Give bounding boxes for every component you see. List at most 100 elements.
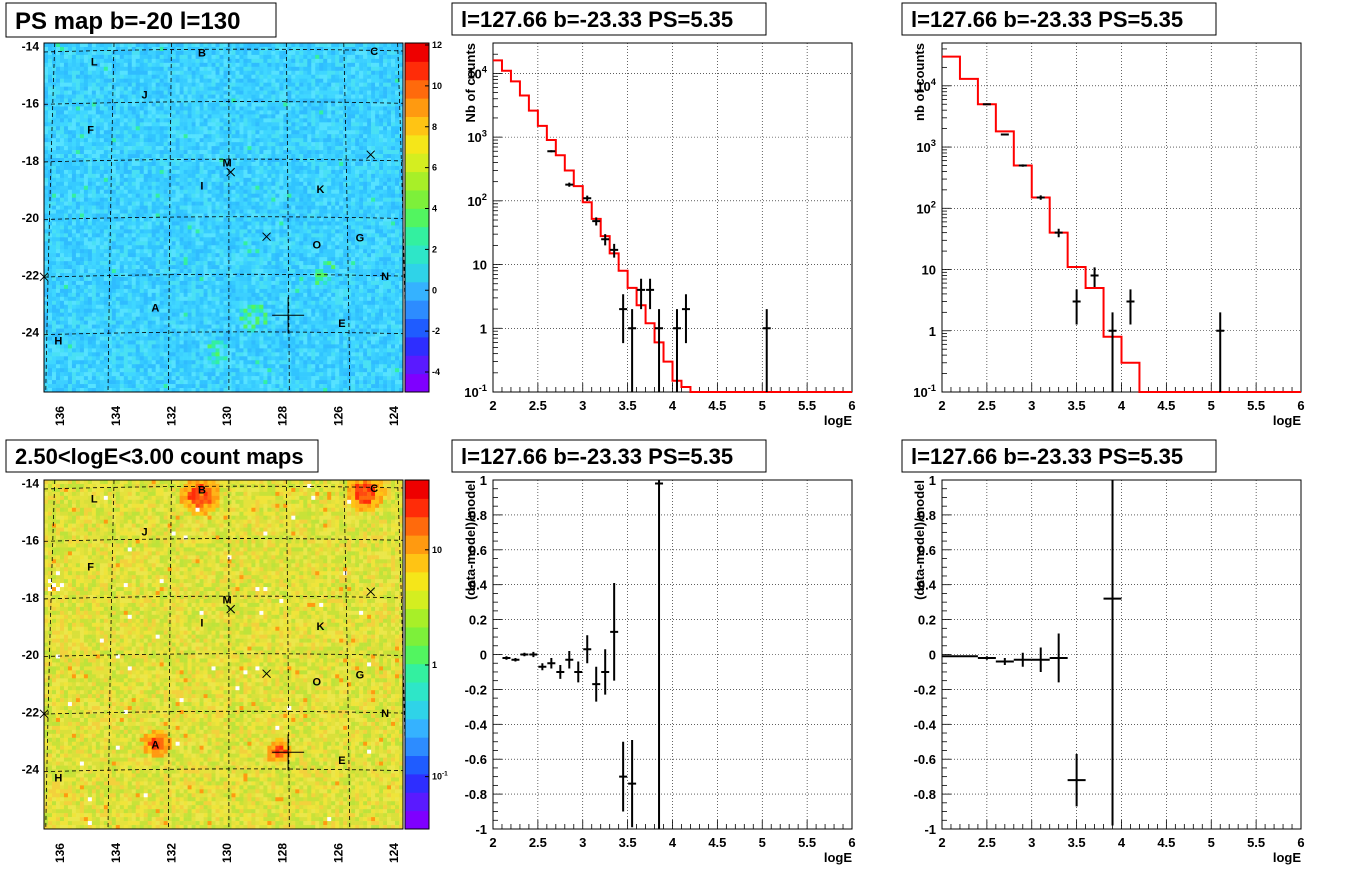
y-tick-label: -1 <box>475 822 487 837</box>
residual-point <box>995 657 1014 665</box>
colorbar-swatch <box>405 645 429 665</box>
x-tick-label: 126 <box>331 843 345 863</box>
x-tick-label: 3.5 <box>1068 398 1086 413</box>
y-tick-label: 0.2 <box>469 613 487 628</box>
source-label: K <box>316 184 324 196</box>
residual-point <box>628 740 637 828</box>
residual-point <box>1013 652 1032 667</box>
x-tick-label: 5.5 <box>798 835 816 850</box>
source-label: N <box>381 708 389 720</box>
x-tick-label: 126 <box>331 406 345 426</box>
panel-title: l=127.66 b=-23.33 PS=5.35 <box>911 444 1183 469</box>
data-point <box>547 150 556 153</box>
colorbar-swatch <box>405 590 429 610</box>
residual-point <box>574 661 583 683</box>
colorbar-tick-label: 0 <box>432 285 437 295</box>
residual-point <box>538 663 547 671</box>
x-tick-label: 2.5 <box>529 398 547 413</box>
panel-title-box <box>451 439 767 473</box>
y-tick-label: 1 <box>929 324 936 339</box>
x-tick-label: 5 <box>759 398 766 413</box>
source-label: J <box>141 90 147 102</box>
y-tick-label: 103 <box>467 128 487 145</box>
x-tick-label: 130 <box>220 406 234 426</box>
colorbar-tick-label: 10 <box>432 81 442 91</box>
data-point <box>565 182 574 187</box>
data-point <box>1018 164 1027 167</box>
residual-point <box>520 652 529 657</box>
colorbar-swatch <box>405 516 429 536</box>
x-tick-label: 5 <box>759 835 766 850</box>
x-tick-label: 2.5 <box>978 398 996 413</box>
y-tick-label: -16 <box>22 97 40 111</box>
cross-marker <box>226 604 236 614</box>
y-tick-label: 0.8 <box>469 508 487 523</box>
data-point <box>1054 228 1063 238</box>
colorbar-swatch <box>405 171 429 191</box>
colorbar-swatch <box>405 318 429 338</box>
x-tick-label: 2 <box>489 398 496 413</box>
x-tick-label: 2 <box>489 835 496 850</box>
source-label: F <box>87 125 94 137</box>
latitude-grid-line <box>43 595 404 600</box>
residual-point <box>592 666 601 702</box>
cross-marker <box>39 709 49 719</box>
plot-panel-5: 2 2.5 3 3.5 4 4.5 5 5.5 6 1 0.8 0.6 0.4 0.2 0 -0.2 -0.4 -… <box>901 439 1305 865</box>
x-tick-label: 128 <box>276 843 290 863</box>
residual-point <box>941 655 960 658</box>
y-tick-label: 0.2 <box>918 613 936 628</box>
data-point <box>1126 289 1135 325</box>
y-tick-label: 1 <box>480 473 487 488</box>
colorbar-tick-label: 12 <box>432 40 442 50</box>
colorbar-swatch <box>405 245 429 264</box>
colorbar-swatch <box>405 43 429 62</box>
data-point <box>1216 312 1225 392</box>
y-tick-label: -18 <box>22 591 40 605</box>
x-tick-label: 4.5 <box>708 398 726 413</box>
source-label: B <box>198 485 206 497</box>
x-tick-label: 6 <box>848 398 855 413</box>
y-tick-label: -0.4 <box>914 717 937 732</box>
y-tick-label: -16 <box>22 534 40 548</box>
x-tick-label: 134 <box>109 406 123 426</box>
colorbar-swatch <box>405 718 429 738</box>
y-axis-label: nb of counts <box>912 43 927 121</box>
x-tick-label: 128 <box>276 406 290 426</box>
colorbar-swatch <box>405 281 429 301</box>
x-tick-label: 2 <box>938 835 945 850</box>
x-tick-label: 4.5 <box>1157 835 1175 850</box>
longitude-grid-line <box>168 42 172 393</box>
latitude-grid-line <box>43 273 404 278</box>
colorbar-swatch <box>405 626 429 646</box>
x-tick-label: 124 <box>387 406 401 426</box>
heatmap-frame <box>43 42 404 393</box>
heatmap-panel-3: 136 134 132 130 128 126 124 -14 -16 -18 -20 -22 -24 L… <box>5 439 448 863</box>
source-label: A <box>151 739 159 751</box>
source-label: J <box>141 527 147 539</box>
colorbar-swatch <box>405 300 429 320</box>
colorbar-tick-label: 1 <box>432 660 437 670</box>
data-point <box>672 309 681 392</box>
latitude-grid-line <box>43 331 404 336</box>
y-tick-label: 0.4 <box>918 578 937 593</box>
colorbar-swatch <box>405 810 429 830</box>
colorbar: 12 10 8 6 4 2 0 -2 -4 <box>404 40 442 393</box>
source-label: M <box>223 595 232 607</box>
y-tick-label: -0.6 <box>914 752 936 767</box>
residual-point <box>1103 480 1122 826</box>
colorbar-swatch <box>405 355 429 375</box>
x-tick-label: 5.5 <box>1247 835 1265 850</box>
heatmap-panel-0: 136 134 132 130 128 126 124-14-16-18-20-22-24L… <box>5 2 442 426</box>
colorbar-tick-label: 6 <box>432 163 437 173</box>
source-label: E <box>338 318 345 330</box>
residual-point <box>655 480 664 829</box>
plot-frame <box>492 479 853 830</box>
y-tick-label: -0.2 <box>465 682 487 697</box>
y-tick-label: -20 <box>22 211 40 225</box>
y-tick-label: 10-1 <box>464 383 487 400</box>
x-tick-label: 3.5 <box>1068 835 1086 850</box>
y-tick-label: -18 <box>22 154 40 168</box>
cross-marker <box>262 669 271 679</box>
colorbar-swatch <box>405 480 429 499</box>
